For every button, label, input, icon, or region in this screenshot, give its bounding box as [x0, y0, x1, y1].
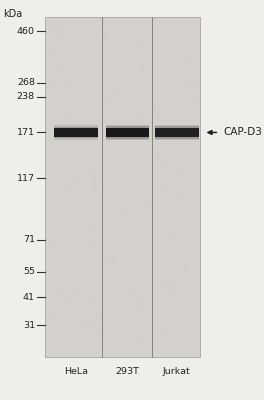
Bar	[155, 126, 199, 139]
Text: CAP-D3: CAP-D3	[224, 128, 262, 138]
Text: HeLa: HeLa	[64, 367, 88, 376]
Text: 171: 171	[17, 128, 35, 137]
Text: kDa: kDa	[4, 9, 23, 19]
Text: 460: 460	[17, 27, 35, 36]
Text: 71: 71	[23, 235, 35, 244]
Bar	[54, 126, 98, 138]
Text: 293T: 293T	[116, 367, 140, 376]
Bar	[155, 124, 199, 140]
Bar	[54, 128, 98, 137]
Bar	[155, 128, 199, 137]
Text: 41: 41	[23, 293, 35, 302]
Bar	[106, 124, 149, 140]
Text: 268: 268	[17, 78, 35, 87]
Text: 238: 238	[17, 92, 35, 101]
Text: 117: 117	[17, 174, 35, 183]
Text: 55: 55	[23, 267, 35, 276]
Bar	[45, 17, 200, 357]
Text: Jurkat: Jurkat	[163, 367, 191, 376]
Bar	[106, 128, 149, 137]
Bar	[106, 126, 149, 139]
Bar	[54, 125, 98, 140]
Text: 31: 31	[23, 321, 35, 330]
